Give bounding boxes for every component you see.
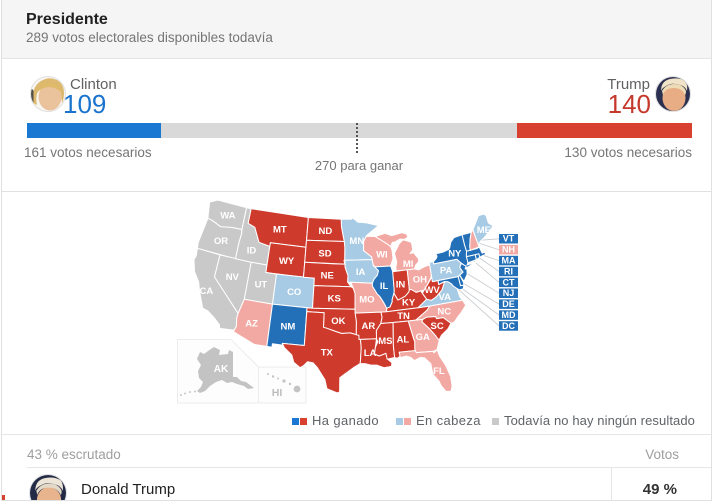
svg-text:IA: IA xyxy=(356,267,366,278)
svg-text:SC: SC xyxy=(430,321,443,332)
svg-text:CT: CT xyxy=(503,277,515,287)
svg-text:LA: LA xyxy=(364,348,377,359)
svg-text:MT: MT xyxy=(273,225,287,236)
svg-text:PA: PA xyxy=(440,266,453,277)
svg-text:KY: KY xyxy=(402,298,416,309)
svg-text:MI: MI xyxy=(403,259,414,270)
svg-text:WI: WI xyxy=(376,249,388,260)
svg-text:ME: ME xyxy=(477,225,491,236)
svg-text:IL: IL xyxy=(380,281,389,292)
svg-text:NH: NH xyxy=(502,245,515,255)
svg-text:WY: WY xyxy=(279,256,295,267)
svg-text:AK: AK xyxy=(214,364,229,375)
svg-text:MO: MO xyxy=(359,295,374,306)
svg-text:AL: AL xyxy=(397,335,410,346)
svg-text:TN: TN xyxy=(397,311,410,322)
svg-text:HI: HI xyxy=(272,387,283,399)
svg-text:IN: IN xyxy=(396,279,406,290)
svg-text:ND: ND xyxy=(319,226,333,237)
svg-text:AR: AR xyxy=(362,321,376,332)
svg-text:NE: NE xyxy=(321,271,334,282)
svg-text:CA: CA xyxy=(200,286,214,297)
svg-text:MN: MN xyxy=(349,236,364,247)
svg-text:DE: DE xyxy=(502,299,515,309)
svg-text:VA: VA xyxy=(438,292,451,303)
svg-text:MS: MS xyxy=(378,336,392,347)
svg-text:MD: MD xyxy=(502,310,516,320)
svg-text:OH: OH xyxy=(413,275,427,286)
svg-text:NY: NY xyxy=(448,249,462,260)
svg-text:MA: MA xyxy=(502,256,516,266)
svg-text:TX: TX xyxy=(321,348,334,359)
svg-text:CO: CO xyxy=(287,287,301,298)
svg-text:RI: RI xyxy=(504,266,513,276)
svg-text:NJ: NJ xyxy=(503,288,515,298)
svg-text:NV: NV xyxy=(226,272,240,283)
svg-text:UT: UT xyxy=(255,279,268,290)
svg-text:FL: FL xyxy=(433,366,445,377)
svg-text:GA: GA xyxy=(416,332,430,343)
svg-text:VT: VT xyxy=(503,234,515,244)
svg-text:DC: DC xyxy=(502,321,515,331)
svg-text:AZ: AZ xyxy=(245,318,258,329)
svg-text:NC: NC xyxy=(437,307,451,318)
svg-text:OR: OR xyxy=(214,236,228,247)
svg-text:KS: KS xyxy=(328,293,341,304)
svg-text:ID: ID xyxy=(247,246,257,257)
svg-text:WV: WV xyxy=(424,285,440,296)
svg-text:WA: WA xyxy=(220,211,235,222)
svg-text:OK: OK xyxy=(331,316,345,327)
svg-text:NM: NM xyxy=(281,321,296,332)
svg-text:SD: SD xyxy=(318,249,331,260)
